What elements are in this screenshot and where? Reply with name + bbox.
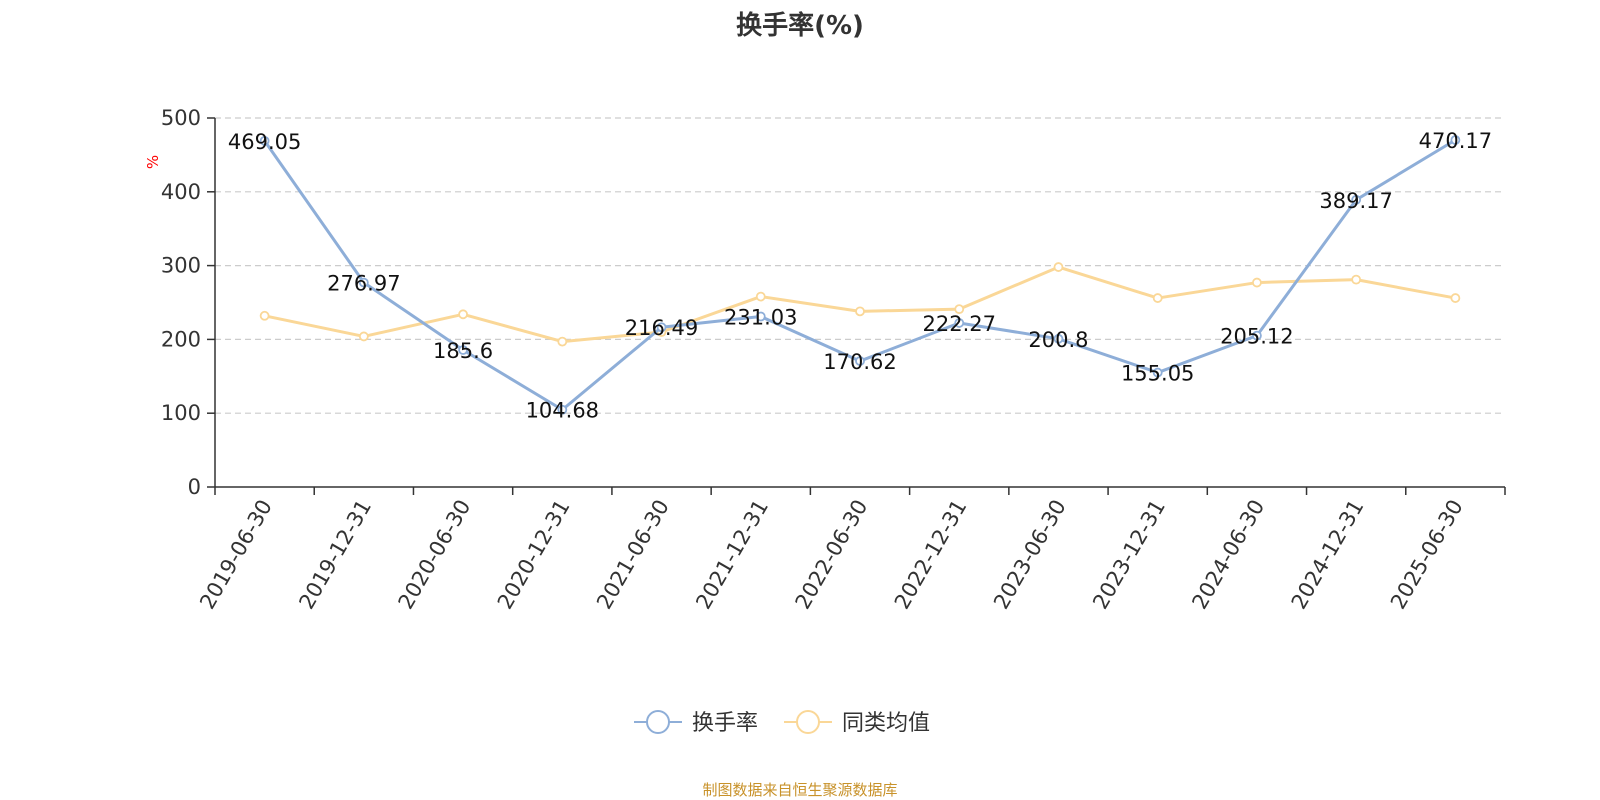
x-tick-label: 2020-12-31 (493, 496, 575, 614)
data-label: 276.97 (327, 272, 400, 296)
legend-swatch-marker-0 (646, 710, 670, 734)
data-label: 200.8 (1028, 328, 1088, 352)
data-label: 104.68 (526, 399, 599, 423)
series-point-1 (458, 309, 468, 320)
series-point-1 (1351, 274, 1362, 285)
legend-label-1: 同类均值 (842, 711, 930, 736)
series-lines (259, 135, 1461, 415)
data-label: 231.03 (724, 305, 797, 329)
x-tick-label: 2025-06-30 (1386, 496, 1468, 614)
series-point-1 (1450, 293, 1461, 303)
data-labels: 469.05 276.97 185.6 104.68 216.49 231.03 170.6… (228, 129, 1492, 423)
legend-label-0: 换手率 (692, 711, 758, 736)
data-label: 205.12 (1220, 325, 1293, 349)
y-tick-label: 500 (161, 106, 201, 130)
y-tick-label: 300 (161, 254, 201, 278)
x-tick-label: 2024-06-30 (1187, 496, 1269, 614)
data-label: 170.62 (823, 350, 896, 374)
x-tick-label: 2024-12-31 (1287, 496, 1369, 614)
series-point-1 (954, 304, 965, 315)
series-point-0 (458, 345, 468, 355)
y-tick-label: 400 (161, 180, 201, 204)
series-point-1 (557, 336, 568, 347)
data-label: 155.05 (1121, 362, 1194, 386)
chart-title: 换手率(%) (736, 10, 864, 41)
series-point-1 (1152, 293, 1163, 303)
data-label: 389.17 (1319, 189, 1392, 213)
legend: 换手率 同类均值 (634, 710, 930, 736)
data-label: 222.27 (922, 312, 995, 336)
x-tick-label: 2021-06-30 (592, 496, 674, 614)
series-point-1 (755, 291, 766, 302)
x-tick-label: 2023-12-31 (1088, 496, 1170, 614)
x-tick-label: 2021-12-31 (691, 496, 773, 614)
series-point-0 (557, 404, 568, 415)
series-point-0 (259, 135, 270, 146)
y-tick-label: 200 (161, 327, 201, 351)
data-label: 185.6 (433, 339, 493, 363)
y-tick-label: 100 (161, 401, 201, 425)
series-point-0 (1450, 135, 1461, 145)
series-point-0 (755, 311, 766, 322)
x-tick-label: 2022-12-31 (890, 496, 972, 614)
x-tick-label: 2023-06-30 (989, 496, 1071, 614)
series-point-0 (1351, 194, 1362, 205)
series-point-1 (855, 306, 865, 317)
data-label: 470.17 (1419, 129, 1492, 153)
series-point-0 (1053, 333, 1064, 344)
series-point-0 (855, 356, 865, 366)
x-tick-label: 2022-06-30 (791, 496, 873, 614)
data-label: 469.05 (228, 130, 301, 154)
series-point-0 (1252, 330, 1262, 341)
series-point-0 (954, 318, 965, 328)
y-tick-label: 0 (188, 475, 201, 499)
series-point-1 (1252, 277, 1262, 288)
x-tick-label: 2020-06-30 (394, 496, 476, 614)
grid-lines (215, 117, 1505, 414)
series-point-1 (259, 310, 270, 321)
series-point-1 (1053, 262, 1064, 272)
legend-swatch-marker-1 (796, 710, 820, 734)
series-point-0 (358, 277, 369, 288)
series-point-0 (656, 322, 667, 333)
data-label: 216.49 (625, 316, 698, 340)
series-point-1 (358, 331, 369, 342)
x-tick-label: 2019-06-30 (195, 496, 277, 614)
y-axis-unit-label: % (144, 155, 162, 169)
data-source-note: 制图数据来自恒生聚源数据库 (702, 781, 897, 799)
x-tick-label: 2019-12-31 (294, 496, 376, 614)
series-point-0 (1152, 367, 1163, 378)
